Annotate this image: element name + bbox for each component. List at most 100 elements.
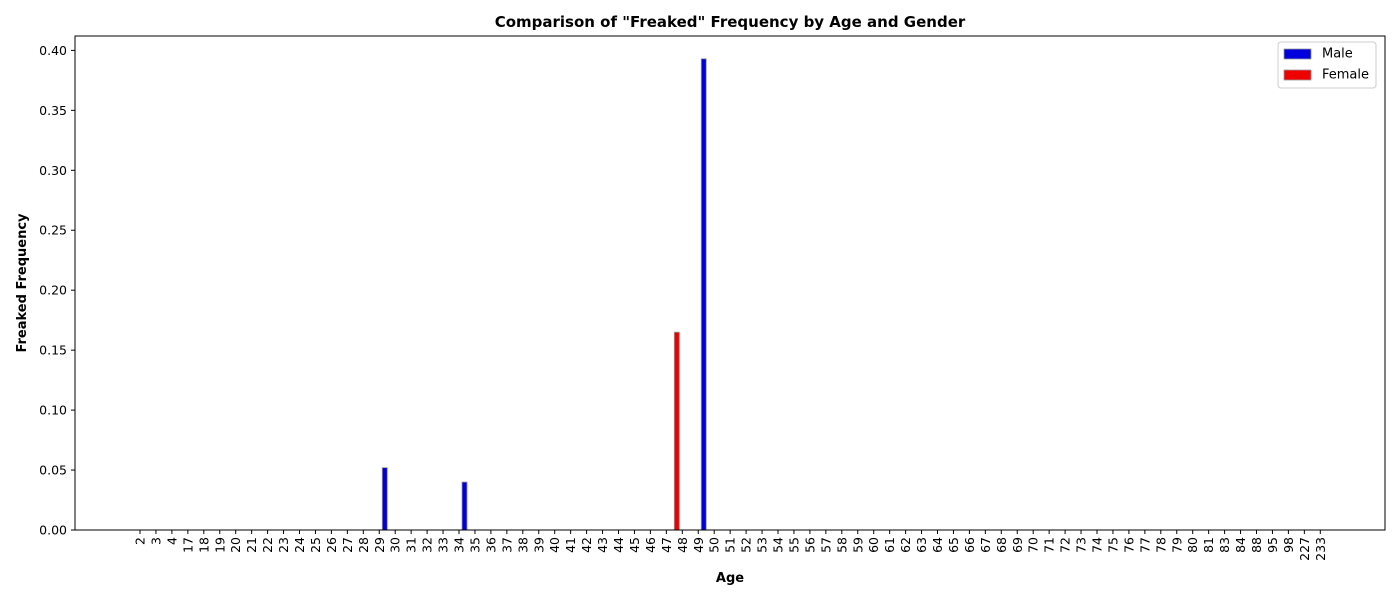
x-tick-label: 30 bbox=[388, 537, 403, 553]
x-tick-label: 34 bbox=[452, 537, 467, 553]
x-tick-label: 22 bbox=[260, 537, 275, 553]
x-tick-label: 44 bbox=[611, 537, 626, 553]
x-tick-label: 71 bbox=[1042, 537, 1057, 553]
y-tick-label: 0.40 bbox=[39, 43, 67, 58]
x-tick-label: 75 bbox=[1105, 537, 1120, 553]
x-tick-label: 68 bbox=[994, 537, 1009, 553]
x-tick-label: 98 bbox=[1281, 537, 1296, 553]
x-tick-label: 18 bbox=[196, 537, 211, 553]
x-tick-label: 26 bbox=[324, 537, 339, 553]
x-tick-label: 227 bbox=[1297, 537, 1312, 561]
x-tick-label: 45 bbox=[627, 537, 642, 553]
y-tick-label: 0.35 bbox=[39, 103, 67, 118]
x-tick-label: 72 bbox=[1058, 537, 1073, 553]
x-tick-label: 48 bbox=[675, 537, 690, 553]
x-tick-label: 74 bbox=[1090, 537, 1105, 553]
x-tick-label: 23 bbox=[276, 537, 291, 553]
y-tick-label: 0.30 bbox=[39, 163, 67, 178]
x-tick-label: 60 bbox=[866, 537, 881, 553]
x-tick-label: 28 bbox=[356, 537, 371, 553]
x-tick-label: 32 bbox=[420, 537, 435, 553]
x-tick-label: 31 bbox=[404, 537, 419, 553]
legend-label-female: Female bbox=[1322, 68, 1369, 83]
x-tick-label: 62 bbox=[898, 537, 913, 553]
x-tick-label: 66 bbox=[962, 537, 977, 553]
x-tick-label: 52 bbox=[739, 537, 754, 553]
x-tick-label: 73 bbox=[1074, 537, 1089, 553]
x-tick-label: 81 bbox=[1201, 537, 1216, 553]
x-tick-label: 41 bbox=[563, 537, 578, 553]
x-tick-label: 21 bbox=[244, 537, 259, 553]
bar-female-age-48 bbox=[673, 331, 680, 531]
x-tick-label: 56 bbox=[802, 537, 817, 553]
x-tick-label: 33 bbox=[436, 537, 451, 553]
x-tick-label: 77 bbox=[1137, 537, 1152, 553]
x-tick-label: 2 bbox=[133, 537, 148, 545]
x-tick-label: 19 bbox=[212, 537, 227, 553]
x-tick-label: 53 bbox=[755, 537, 770, 553]
x-tick-label: 55 bbox=[786, 537, 801, 553]
x-tick-label: 84 bbox=[1233, 537, 1248, 553]
x-tick-label: 35 bbox=[467, 537, 482, 553]
bar-male-age-29 bbox=[381, 467, 388, 531]
legend-label-male: Male bbox=[1322, 47, 1353, 62]
x-tick-label: 95 bbox=[1265, 537, 1280, 553]
bars-group bbox=[381, 58, 707, 531]
legend-swatch-male bbox=[1283, 48, 1312, 60]
x-tick-label: 57 bbox=[818, 537, 833, 553]
x-tick-label: 59 bbox=[850, 537, 865, 553]
y-tick-label: 0.00 bbox=[39, 523, 67, 538]
x-tick-label: 42 bbox=[579, 537, 594, 553]
y-ticks-group: 0.00 0.05 0.10 0.15 0.20 0.25 0.30 0.35 0.40 bbox=[39, 43, 75, 538]
x-tick-label: 37 bbox=[499, 537, 514, 553]
x-tick-label: 61 bbox=[882, 537, 897, 553]
x-tick-label: 46 bbox=[643, 537, 658, 553]
y-tick-label: 0.20 bbox=[39, 283, 67, 298]
x-tick-label: 39 bbox=[531, 537, 546, 553]
x-tick-label: 64 bbox=[930, 537, 945, 553]
x-tick-label: 65 bbox=[946, 537, 961, 553]
legend: Male Female bbox=[1277, 41, 1377, 89]
chart-title: Comparison of "Freaked" Frequency by Age… bbox=[495, 13, 966, 31]
x-tick-label: 27 bbox=[340, 537, 355, 553]
x-tick-label: 80 bbox=[1185, 537, 1200, 553]
x-tick-label: 43 bbox=[595, 537, 610, 553]
x-tick-label: 78 bbox=[1153, 537, 1168, 553]
x-tick-label: 25 bbox=[308, 537, 323, 553]
x-tick-label: 49 bbox=[691, 537, 706, 553]
x-tick-label: 67 bbox=[978, 537, 993, 553]
y-tick-label: 0.15 bbox=[39, 343, 67, 358]
x-tick-label: 36 bbox=[483, 537, 498, 553]
x-tick-label: 38 bbox=[515, 537, 530, 553]
x-tick-label: 24 bbox=[292, 537, 307, 553]
x-tick-label: 29 bbox=[372, 537, 387, 553]
x-tick-label: 88 bbox=[1249, 537, 1264, 553]
x-ticks-group: 2 3 4 17 18 19 20 21 22 23 24 25 26 27 28 29 30 31 32 33 34 3… bbox=[133, 530, 1328, 561]
x-tick-label: 79 bbox=[1169, 537, 1184, 553]
y-tick-label: 0.10 bbox=[39, 403, 67, 418]
x-tick-label: 69 bbox=[1010, 537, 1025, 553]
x-tick-label: 17 bbox=[180, 537, 195, 553]
y-tick-label: 0.25 bbox=[39, 223, 67, 238]
x-tick-label: 20 bbox=[228, 537, 243, 553]
x-tick-label: 4 bbox=[164, 537, 179, 545]
legend-swatch-female bbox=[1283, 69, 1312, 81]
y-tick-label: 0.05 bbox=[39, 463, 67, 478]
x-tick-label: 3 bbox=[148, 537, 163, 545]
x-tick-label: 76 bbox=[1121, 537, 1136, 553]
x-axis-label: Age bbox=[716, 571, 744, 586]
x-tick-label: 51 bbox=[723, 537, 738, 553]
x-tick-label: 233 bbox=[1313, 537, 1328, 561]
y-axis-label: Freaked Frequency bbox=[15, 213, 30, 353]
bar-male-age-34 bbox=[461, 481, 468, 531]
x-tick-label: 58 bbox=[834, 537, 849, 553]
plot-frame bbox=[74, 35, 1386, 531]
x-tick-label: 63 bbox=[914, 537, 929, 553]
x-tick-label: 54 bbox=[771, 537, 786, 553]
x-tick-label: 47 bbox=[659, 537, 674, 553]
x-tick-label: 50 bbox=[707, 537, 722, 553]
x-tick-label: 40 bbox=[547, 537, 562, 553]
x-tick-label: 83 bbox=[1217, 537, 1232, 553]
x-tick-label: 70 bbox=[1026, 537, 1041, 553]
